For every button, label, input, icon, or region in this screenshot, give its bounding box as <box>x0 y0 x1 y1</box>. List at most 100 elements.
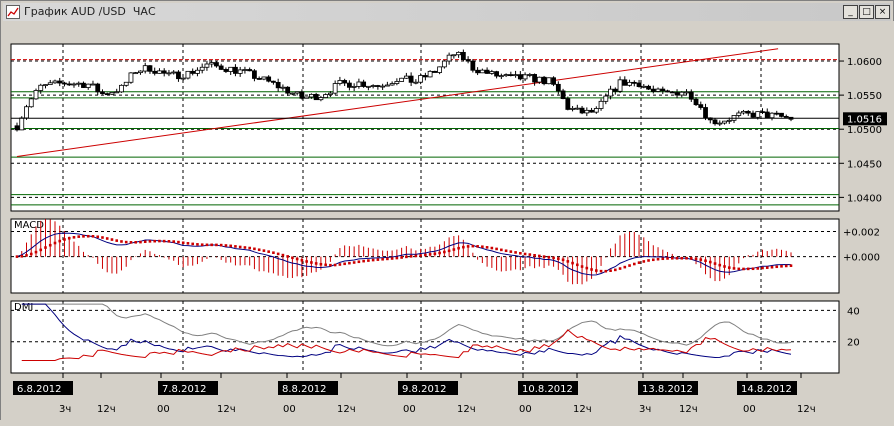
candle-body <box>247 69 253 72</box>
macd-signal-dot <box>234 245 237 248</box>
macd-signal-dot <box>272 251 275 255</box>
macd-line <box>16 232 792 276</box>
date-badge <box>158 381 218 395</box>
candle-body <box>100 91 105 95</box>
candle-body <box>560 90 566 100</box>
candle-body <box>579 107 585 114</box>
macd-signal-dot <box>120 240 123 243</box>
date-badge <box>518 381 578 395</box>
macd-signal-dot <box>466 245 470 248</box>
title-bar[interactable]: График AUD /USD ЧАС _ □ × <box>3 3 891 21</box>
date-badge <box>398 381 458 395</box>
candle-body <box>233 66 238 74</box>
macd-signal-dot <box>390 257 394 260</box>
macd-signal-dot <box>291 256 294 260</box>
macd-signal-dot <box>82 235 85 238</box>
candle-body <box>95 83 101 93</box>
time-tick-label: 00 <box>403 404 416 415</box>
window-title: График AUD /USD ЧАС <box>24 5 156 18</box>
close-button[interactable]: × <box>875 5 890 19</box>
macd-signal-dot <box>438 251 441 255</box>
chart-canvas[interactable]: 1.0600 1.0550 1.0500 1.0450 1.0400 1.0516 MACD… <box>1 21 894 421</box>
macd-signal-dot <box>162 239 166 243</box>
time-tick-label: 00 <box>283 404 296 415</box>
macd-signal-dot <box>219 243 223 247</box>
macd-signal-dot <box>533 254 536 257</box>
macd-signal-dot <box>566 260 570 263</box>
macd-signal-dot <box>200 243 204 246</box>
date-badge <box>13 381 73 395</box>
candle-body <box>365 85 371 88</box>
candle-body <box>584 109 590 114</box>
macd-signal-dot <box>371 258 375 262</box>
macd-signal-dot <box>243 246 247 249</box>
candle-body <box>760 111 765 114</box>
macd-signal-dot <box>338 263 342 266</box>
candle-body <box>237 69 243 74</box>
candle-body <box>688 91 694 100</box>
candle-body <box>541 76 547 85</box>
candle-body <box>441 60 447 68</box>
candle-body <box>275 81 281 89</box>
macd-signal-dot <box>542 255 546 258</box>
macd-signal-dot <box>751 267 755 271</box>
candle-body <box>517 74 523 80</box>
candle-body <box>81 82 86 88</box>
candle-body <box>375 85 381 87</box>
macd-signal-dot <box>770 265 774 269</box>
macd-signal-dot <box>96 235 100 239</box>
dmi-tick-label: 20 <box>847 338 860 349</box>
time-tick-label: 12ч <box>679 404 698 415</box>
macd-signal-dot <box>523 252 527 256</box>
macd-signal-dot <box>670 256 674 260</box>
minimize-button[interactable]: _ <box>843 5 858 19</box>
macd-signal-dot <box>471 244 475 248</box>
macd-signal-dot <box>153 239 157 243</box>
macd-signal-dot <box>704 259 707 263</box>
macd-signal-dot <box>528 253 532 256</box>
candle-body <box>280 86 286 89</box>
candle-body <box>256 78 262 80</box>
candle-body <box>641 85 647 88</box>
candle-body <box>608 88 613 97</box>
candle-body <box>85 83 91 88</box>
candle-body <box>285 86 291 94</box>
macd-signal-dot <box>647 259 650 262</box>
candle-body <box>513 74 518 77</box>
macd-signal-dot <box>343 262 346 266</box>
date-label: 14.8.2012 <box>741 384 792 395</box>
macd-signal-dot <box>158 239 161 243</box>
candle-body <box>351 85 357 88</box>
maximize-button[interactable]: □ <box>859 5 874 19</box>
macd-signal-dot <box>20 254 24 258</box>
candle-body <box>228 66 234 72</box>
candle-body <box>650 88 656 92</box>
macd-tick-label: +0.000 <box>843 253 880 264</box>
candle-body <box>693 98 699 106</box>
macd-signal-dot <box>737 267 741 271</box>
candle-body <box>741 110 746 114</box>
macd-signal-dot <box>699 258 703 261</box>
macd-signal-dot <box>547 255 551 259</box>
candle-body <box>627 81 632 86</box>
macd-signal-dot <box>224 244 228 247</box>
candle-body <box>479 69 485 74</box>
macd-signal-dot <box>433 252 437 256</box>
candle-body <box>418 75 424 83</box>
candle-body <box>223 69 229 72</box>
macd-label: MACD <box>14 220 44 231</box>
candle-body <box>14 125 20 131</box>
candle-body <box>769 112 775 119</box>
macd-signal-dot <box>405 255 408 259</box>
macd-signal-dot <box>348 261 351 265</box>
candle-body <box>176 71 181 80</box>
candle-body <box>470 60 476 71</box>
macd-signal-dot <box>357 260 361 264</box>
time-tick-label: 12ч <box>797 404 816 415</box>
chart-area: 1.0600 1.0550 1.0500 1.0450 1.0400 1.0516 MACD… <box>1 21 894 421</box>
candle-body <box>532 74 537 83</box>
date-badge <box>278 381 338 395</box>
macd-signal-dot <box>215 243 218 247</box>
price-tick-label: 1.0450 <box>847 159 882 170</box>
price-tick-label: 1.0500 <box>847 125 882 136</box>
